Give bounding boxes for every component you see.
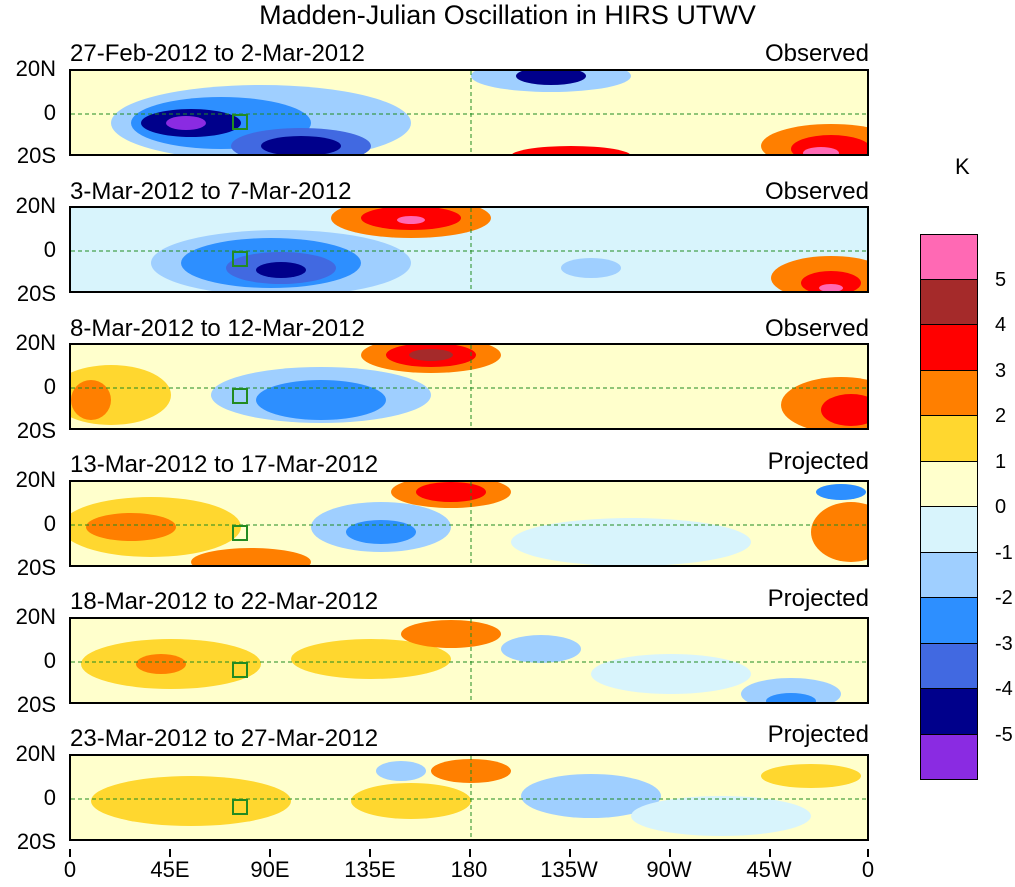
panel-date: 3-Mar-2012 to 7-Mar-2012 bbox=[70, 178, 352, 205]
anomaly-map bbox=[69, 754, 869, 841]
colorbar-swatch bbox=[920, 416, 978, 462]
anomaly-map bbox=[69, 69, 869, 156]
lat-label-0: 0 bbox=[43, 785, 56, 810]
colorbar-label: 2 bbox=[995, 405, 1007, 427]
colorbar-label: 5 bbox=[995, 268, 1007, 291]
colorbar-swatch bbox=[920, 552, 978, 598]
lat-label-20s: 20S bbox=[16, 692, 56, 717]
lat-label-0: 0 bbox=[43, 100, 56, 125]
x-tick bbox=[769, 849, 771, 857]
colorbar-swatch bbox=[920, 279, 978, 325]
colorbar bbox=[920, 234, 978, 780]
anomaly-map bbox=[69, 206, 869, 293]
lat-label-20s: 20S bbox=[16, 281, 56, 306]
lat-label-0: 0 bbox=[43, 237, 56, 262]
panel-date: 23-Mar-2012 to 27-Mar-2012 bbox=[70, 725, 379, 752]
panel-date: 18-Mar-2012 to 22-Mar-2012 bbox=[70, 588, 379, 615]
lat-label-20n: 20N bbox=[15, 467, 56, 492]
panel-status: Projected bbox=[767, 448, 869, 475]
lat-label-0: 0 bbox=[43, 511, 56, 536]
x-tick bbox=[469, 849, 471, 857]
x-tick-label: 90E bbox=[250, 857, 290, 882]
colorbar-swatch bbox=[920, 461, 978, 507]
lat-label-20n: 20N bbox=[15, 330, 56, 355]
colorbar-label: 1 bbox=[995, 450, 1007, 473]
panel-date: 8-Mar-2012 to 12-Mar-2012 bbox=[70, 315, 365, 342]
x-tick-label: 0 bbox=[63, 857, 77, 882]
colorbar-label: -3 bbox=[995, 632, 1013, 655]
panel-date: 27-Feb-2012 to 2-Mar-2012 bbox=[70, 40, 365, 67]
x-tick bbox=[669, 849, 671, 857]
x-tick-label: 135E bbox=[344, 857, 396, 882]
lat-label-20s: 20S bbox=[16, 829, 56, 854]
colorbar-label: 0 bbox=[995, 496, 1007, 518]
colorbar-label: 4 bbox=[995, 314, 1007, 336]
colorbar-swatch bbox=[920, 598, 978, 644]
panel-status: Projected bbox=[767, 585, 869, 612]
x-tick-label: 180 bbox=[450, 857, 488, 882]
colorbar-swatch bbox=[920, 234, 978, 280]
x-tick bbox=[269, 849, 271, 857]
x-tick-label: 135W bbox=[540, 857, 598, 882]
lat-label-20n: 20N bbox=[15, 604, 56, 629]
lat-label-20s: 20S bbox=[16, 555, 56, 580]
lat-label-20n: 20N bbox=[15, 56, 56, 81]
colorbar-units: K bbox=[955, 154, 970, 179]
lat-label-20s: 20S bbox=[16, 143, 56, 168]
x-tick-label: 45W bbox=[746, 857, 792, 882]
panel-status: Observed bbox=[764, 40, 869, 67]
colorbar-label: -1 bbox=[995, 541, 1013, 564]
colorbar-label: -5 bbox=[995, 723, 1013, 746]
colorbar-label: 3 bbox=[995, 359, 1007, 382]
x-tick bbox=[569, 849, 571, 857]
panel-status: Observed bbox=[764, 315, 869, 342]
lat-label-20s: 20S bbox=[16, 418, 56, 443]
x-tick-label: 90W bbox=[646, 857, 692, 882]
colorbar-swatch bbox=[920, 507, 978, 553]
colorbar-label: -4 bbox=[995, 678, 1013, 700]
colorbar-swatch bbox=[920, 689, 978, 735]
anomaly-map bbox=[69, 343, 869, 430]
lat-label-0: 0 bbox=[43, 374, 56, 399]
x-tick-label: 45E bbox=[150, 857, 190, 882]
colorbar-label: -2 bbox=[995, 587, 1013, 609]
panel-date: 13-Mar-2012 to 17-Mar-2012 bbox=[70, 451, 379, 478]
panel-status: Projected bbox=[767, 721, 869, 748]
lat-label-20n: 20N bbox=[15, 193, 56, 218]
lat-label-20n: 20N bbox=[15, 741, 56, 766]
colorbar-swatch bbox=[920, 325, 978, 371]
anomaly-map bbox=[69, 480, 869, 567]
colorbar-swatch bbox=[920, 643, 978, 689]
x-tick bbox=[369, 849, 371, 857]
lat-label-0: 0 bbox=[43, 648, 56, 673]
colorbar-swatch bbox=[920, 370, 978, 416]
x-tick-label: 0 bbox=[861, 857, 875, 882]
x-tick bbox=[867, 849, 869, 857]
x-tick bbox=[69, 849, 71, 857]
colorbar-swatch bbox=[920, 734, 978, 780]
anomaly-map bbox=[69, 617, 869, 704]
x-tick bbox=[169, 849, 171, 857]
panel-status: Observed bbox=[764, 178, 869, 205]
figure-title: Madden-Julian Oscillation in HIRS UTWV bbox=[259, 0, 756, 30]
